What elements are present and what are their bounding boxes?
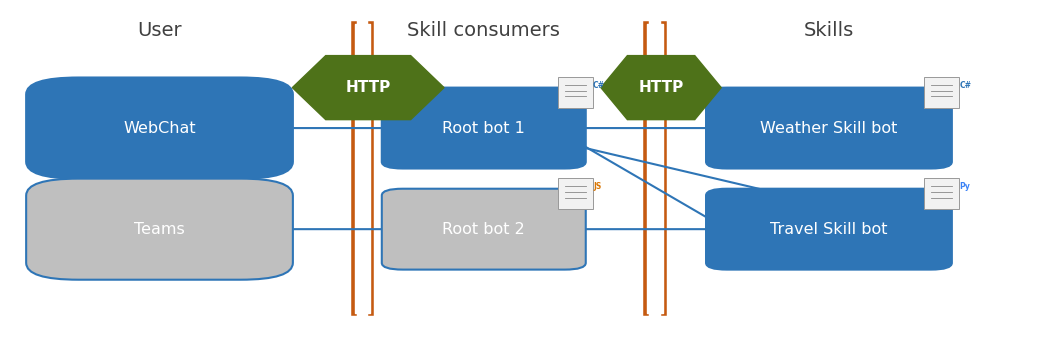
Text: Py: Py xyxy=(959,182,970,191)
Text: C#: C# xyxy=(593,81,605,90)
Text: C#: C# xyxy=(959,81,971,90)
FancyBboxPatch shape xyxy=(924,178,959,209)
Text: Root bot 2: Root bot 2 xyxy=(442,222,525,237)
FancyBboxPatch shape xyxy=(558,178,593,209)
FancyBboxPatch shape xyxy=(558,77,593,108)
Text: Teams: Teams xyxy=(134,222,185,237)
Text: WebChat: WebChat xyxy=(123,121,196,135)
FancyBboxPatch shape xyxy=(382,189,586,270)
FancyBboxPatch shape xyxy=(26,179,293,280)
Polygon shape xyxy=(600,56,722,120)
FancyBboxPatch shape xyxy=(706,189,952,270)
Text: Skills: Skills xyxy=(803,21,854,40)
Text: JS: JS xyxy=(593,182,601,191)
Text: HTTP: HTTP xyxy=(345,80,391,95)
Text: HTTP: HTTP xyxy=(638,80,684,95)
FancyBboxPatch shape xyxy=(26,78,293,179)
Text: User: User xyxy=(138,21,182,40)
Text: Weather Skill bot: Weather Skill bot xyxy=(760,121,897,135)
FancyBboxPatch shape xyxy=(924,77,959,108)
Polygon shape xyxy=(292,56,444,120)
Text: Root bot 1: Root bot 1 xyxy=(442,121,525,135)
Text: Travel Skill bot: Travel Skill bot xyxy=(770,222,888,237)
Text: Skill consumers: Skill consumers xyxy=(407,21,560,40)
FancyBboxPatch shape xyxy=(382,88,586,168)
FancyBboxPatch shape xyxy=(706,88,952,168)
